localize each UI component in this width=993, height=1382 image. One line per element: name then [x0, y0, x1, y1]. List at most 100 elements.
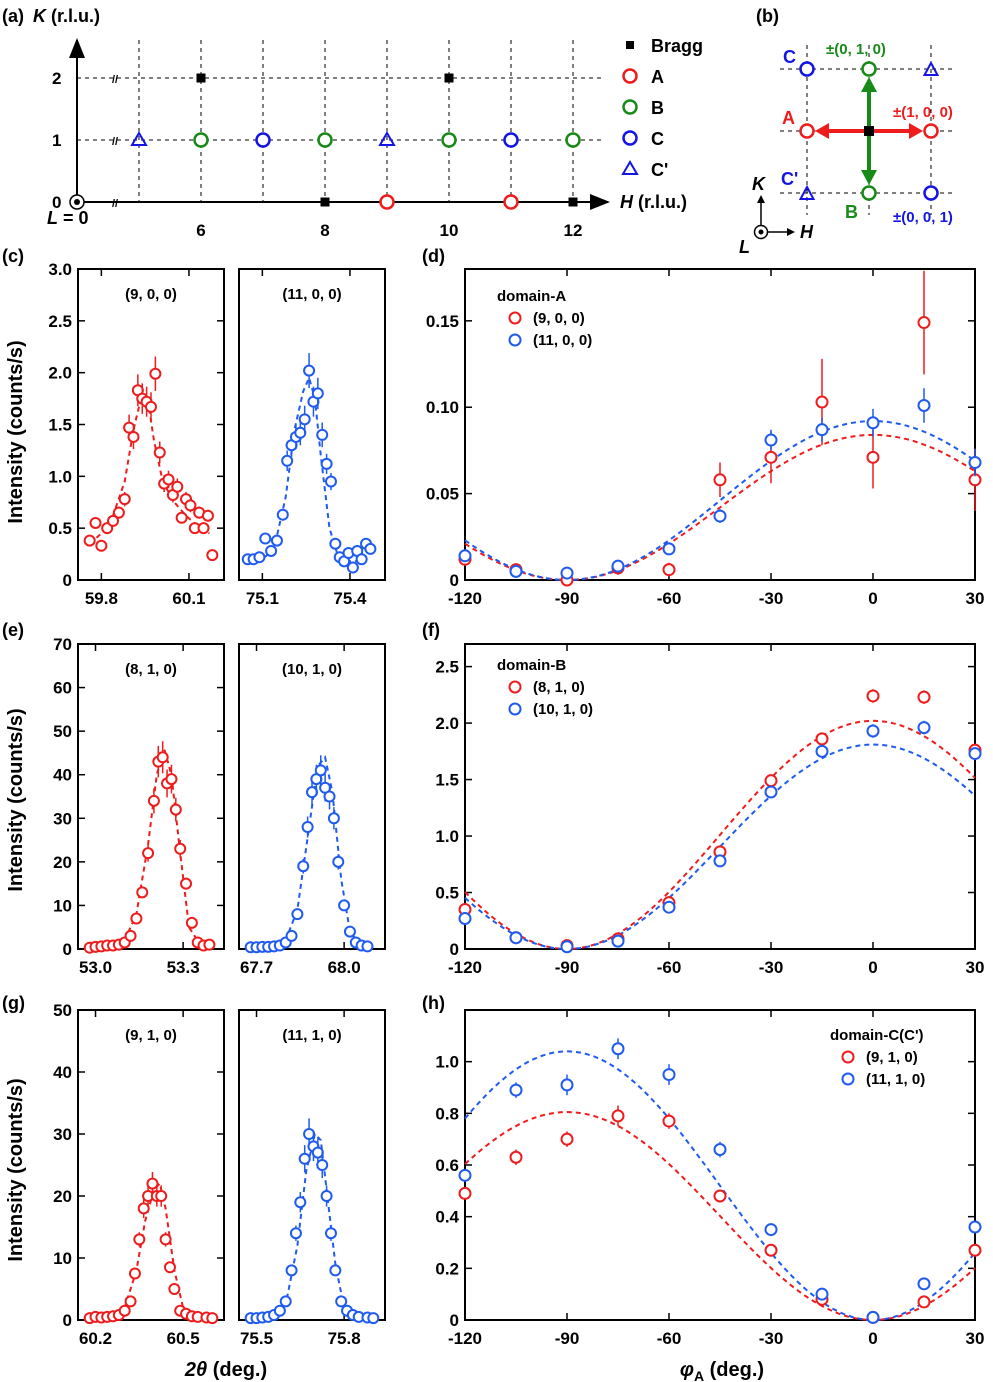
data-point — [509, 564, 523, 578]
xtick-label: -90 — [555, 958, 580, 977]
panel-b-a-point-left — [799, 123, 815, 139]
xtick-label: -90 — [555, 589, 580, 608]
data-point — [764, 785, 778, 799]
fit-line — [89, 1181, 213, 1320]
data-point — [917, 1277, 931, 1291]
scan-title: (9, 0, 0) — [125, 286, 177, 303]
panel-label-c: (c) — [2, 246, 24, 266]
xtick-label: 0 — [868, 589, 877, 608]
data-point — [133, 1233, 146, 1246]
panel-label-g: (g) — [2, 993, 25, 1013]
panel-label-d: (d) — [422, 246, 445, 266]
ytick-label: 0.5 — [48, 519, 72, 538]
panel-a-points — [69, 73, 581, 210]
data-point — [866, 689, 880, 703]
data-point — [136, 886, 149, 899]
data-point — [124, 929, 137, 942]
data-point — [316, 1159, 329, 1171]
panel-label-f: (f) — [422, 620, 440, 640]
legend-label: C' — [651, 160, 668, 180]
arrow-b-down-head — [861, 170, 877, 185]
data-point — [253, 551, 266, 564]
ytick-label: 1.0 — [435, 827, 459, 846]
fit-curve — [464, 419, 976, 582]
data-point — [83, 534, 96, 547]
xtick-label: 30 — [966, 589, 985, 608]
data-point — [303, 364, 316, 377]
data-point — [509, 1150, 523, 1164]
legend-bragg-marker — [626, 41, 634, 49]
data-point — [294, 426, 307, 439]
data-point — [165, 773, 178, 786]
data-point — [458, 912, 472, 925]
legend-label: C — [651, 129, 664, 149]
fit-curve — [464, 719, 976, 951]
ylabel-g: Intensity (counts/s) — [5, 1078, 27, 1261]
data-point — [713, 854, 727, 868]
data-point — [298, 413, 311, 426]
data-point — [355, 553, 368, 566]
fit-curve — [464, 743, 976, 951]
plot-frame — [238, 268, 386, 581]
ytick-label: 1.0 — [48, 467, 72, 486]
chart-c-right: 75.1 75.4 (11, 0, 0) — [238, 268, 386, 608]
plot-frame — [77, 1009, 225, 1321]
data-point — [155, 1190, 168, 1202]
a-point — [503, 194, 519, 210]
legend-label: Bragg — [651, 36, 703, 56]
b-point — [317, 132, 333, 148]
xtick-label: 0 — [868, 1329, 877, 1348]
xtick-label: -120 — [448, 589, 482, 608]
data-point — [175, 511, 188, 524]
data-point — [329, 1264, 342, 1277]
data-point — [320, 457, 333, 470]
charts: 0 0.5 1.0 1.5 2.0 2.5 3.0 59.8 60.1 (9, 0, 0) 75.1… — [48, 260, 984, 1348]
data-point — [112, 506, 125, 519]
legend-title: domain-C(C') — [830, 1027, 924, 1044]
panel-a-xlabel: H (r.l.u.) — [620, 192, 687, 212]
data-point — [294, 1196, 307, 1209]
data-point — [611, 1042, 625, 1056]
data-point — [107, 514, 120, 527]
data-point — [367, 1312, 380, 1325]
plot-frame — [77, 643, 225, 950]
plot-frame — [238, 643, 386, 950]
data-point — [285, 1264, 298, 1277]
ytick-label: 1.0 — [435, 1053, 459, 1072]
data-point — [289, 1227, 302, 1240]
c-point — [255, 132, 271, 148]
axis-break: // — [112, 136, 118, 148]
data-point — [968, 1220, 982, 1234]
panel-a-xtick-10: 10 — [440, 221, 459, 240]
data-point — [458, 549, 472, 563]
data-point — [764, 433, 778, 447]
legend-marker — [841, 1072, 855, 1086]
ytick-label: 0.8 — [435, 1104, 459, 1123]
data-point — [917, 721, 931, 735]
data-point — [146, 1177, 159, 1190]
xtick-label: -60 — [657, 1329, 682, 1348]
a-point — [379, 194, 395, 210]
xtick-label: 67.7 — [240, 958, 273, 977]
data-point — [968, 1243, 982, 1257]
data-point — [509, 1083, 523, 1097]
data-point — [156, 751, 169, 764]
plot-frame — [464, 643, 976, 950]
data-point — [147, 794, 160, 807]
data-point — [314, 764, 327, 777]
data-point — [611, 559, 625, 573]
b-point — [441, 132, 457, 148]
bragg-point — [444, 73, 454, 83]
data-point — [128, 1267, 141, 1280]
data-point — [662, 1068, 676, 1082]
ylabel-c: Intensity (counts/s) — [5, 340, 27, 523]
panel-b-c-point — [799, 61, 815, 77]
ytick-label: 0 — [450, 1311, 459, 1330]
axis-break: // — [112, 198, 118, 210]
ytick-label: 0 — [63, 1311, 72, 1330]
chart-d: 0 0.05 0.10 0.15 -120 -90 -60 -30 0 30 domain-A (9,… — [426, 268, 985, 608]
data-point — [332, 855, 345, 868]
legend-c-marker — [622, 130, 638, 146]
xtick-label: 0 — [868, 958, 877, 977]
ytick-label: 10 — [53, 1249, 72, 1268]
